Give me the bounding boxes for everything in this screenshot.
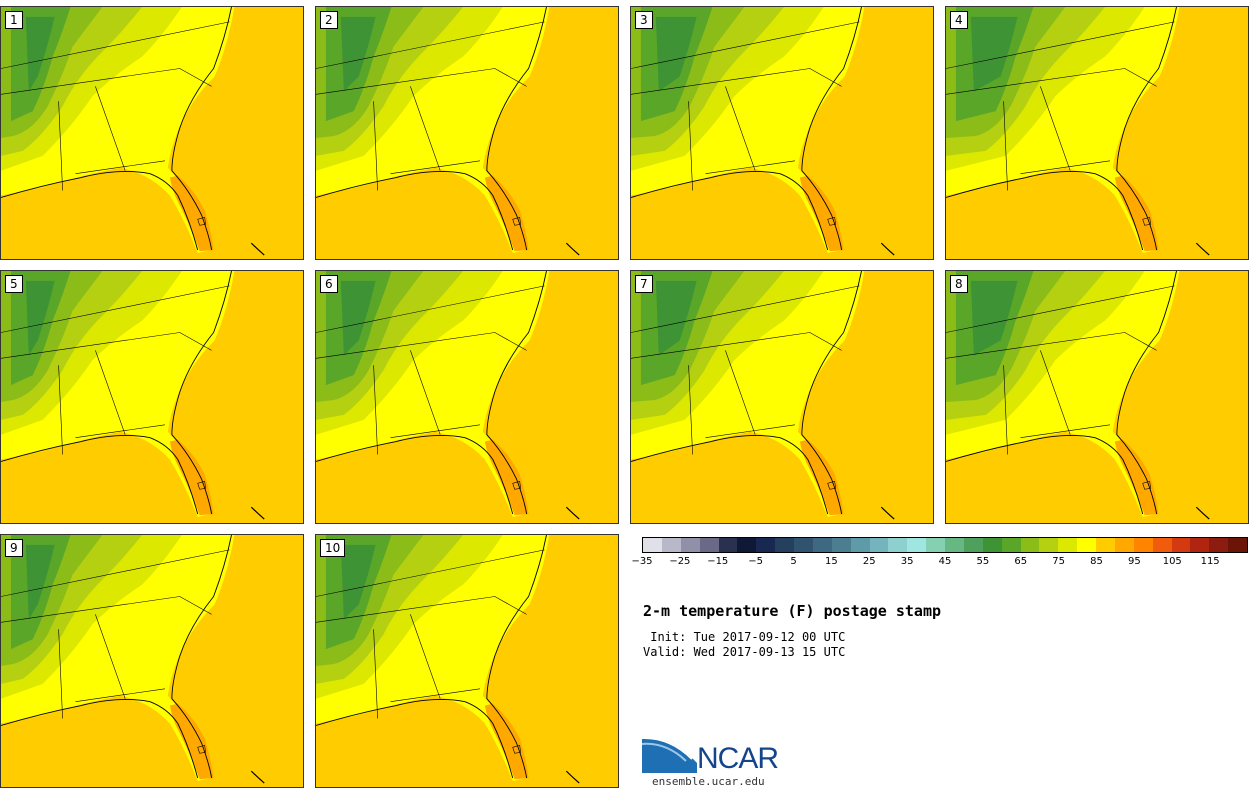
colorbar-swatch [1228,538,1247,552]
member-number-label: 7 [635,275,653,293]
colorbar-swatch [794,538,813,552]
colorbar-swatch [869,538,889,552]
ensemble-member-panel: 7 [630,270,934,524]
colorbar-swatch [718,538,738,552]
colorbar-swatch [1001,538,1021,552]
member-number-label: 4 [950,11,968,29]
colorbar-swatch [1058,538,1078,552]
member-number-label: 1 [5,11,23,29]
colorbar-swatch [850,538,870,552]
ensemble-member-panel: 6 [315,270,619,524]
member-number-label: 2 [320,11,338,29]
colorbar-swatch [1020,538,1040,552]
colorbar-swatch [1096,538,1115,552]
colorbar-swatch [661,538,681,552]
colorbar-swatch [775,538,794,552]
ensemble-member-panel: 2 [315,6,619,260]
ncar-logo-icon [642,736,697,773]
colorbar-tick-label: 65 [1014,556,1028,567]
colorbar-swatch [926,538,945,552]
colorbar-swatch [737,538,757,552]
colorbar-swatch [888,538,908,552]
ncar-logo-url: ensemble.ucar.edu [652,775,765,788]
ensemble-member-panel: 1 [0,6,304,260]
member-number-label: 6 [320,275,338,293]
colorbar-tick-label: 95 [1128,556,1141,567]
colorbar-swatch [1190,538,1210,552]
colorbar-swatch [643,538,662,552]
colorbar-tick-label: 45 [938,556,952,567]
colorbar-swatch [756,538,776,552]
ensemble-member-panel: 8 [945,270,1249,524]
member-number-label: 10 [320,539,346,557]
ensemble-member-panel: 9 [0,534,304,788]
colorbar-swatch [1152,538,1172,552]
ensemble-member-panel: 10 [315,534,619,788]
member-number-label: 9 [5,539,23,557]
colorbar-tick-label: 25 [862,556,876,567]
ncar-logo-wordmark: NCAR [697,742,779,775]
colorbar-swatch [680,538,700,552]
colorbar-swatch [1114,538,1134,552]
colorbar-swatch [1133,538,1153,552]
colorbar-tick-label: −35 [631,556,653,567]
colorbar-tick-label: −25 [669,556,691,567]
colorbar-tick-label: 105 [1162,556,1182,567]
colorbar-tick-label: 115 [1200,556,1220,567]
member-number-label: 3 [635,11,653,29]
colorbar-tick-label: 35 [900,556,914,567]
colorbar-swatch [699,538,719,552]
colorbar-tick-label: 5 [790,556,797,567]
colorbar-swatch [963,538,983,552]
ensemble-member-panel: 3 [630,6,934,260]
temperature-colorbar [642,537,1248,553]
ensemble-member-panel: 4 [945,6,1249,260]
colorbar-tick-label: 15 [825,556,838,567]
colorbar-swatch [831,538,851,552]
colorbar-swatch [1077,538,1096,552]
colorbar-tick-label: 85 [1090,556,1103,567]
colorbar-tick-labels: −35 −25 −15 −5 5 15 25 35 45 55 65 75 85 95 105 115 [631,556,1248,570]
colorbar-swatch [907,538,927,552]
colorbar-tick-label: −15 [707,556,729,567]
colorbar-swatch [1171,538,1191,552]
member-number-label: 5 [5,275,23,293]
colorbar-tick-label: 55 [976,556,990,567]
colorbar-swatch [1209,538,1229,552]
valid-time: Valid: Wed 2017-09-13 15 UTC [643,645,846,659]
ensemble-member-panel: 5 [0,270,304,524]
colorbar-swatch [982,538,1002,552]
figure-title: 2-m temperature (F) postage stamp [643,602,942,620]
init-time: Init: Tue 2017-09-12 00 UTC [643,630,846,644]
colorbar-swatch [812,538,832,552]
colorbar-swatch [1039,538,1059,552]
colorbar-tick-label: 75 [1052,556,1065,567]
colorbar-tick-label: −5 [748,556,763,567]
member-number-label: 8 [950,275,968,293]
colorbar-swatch [945,538,964,552]
